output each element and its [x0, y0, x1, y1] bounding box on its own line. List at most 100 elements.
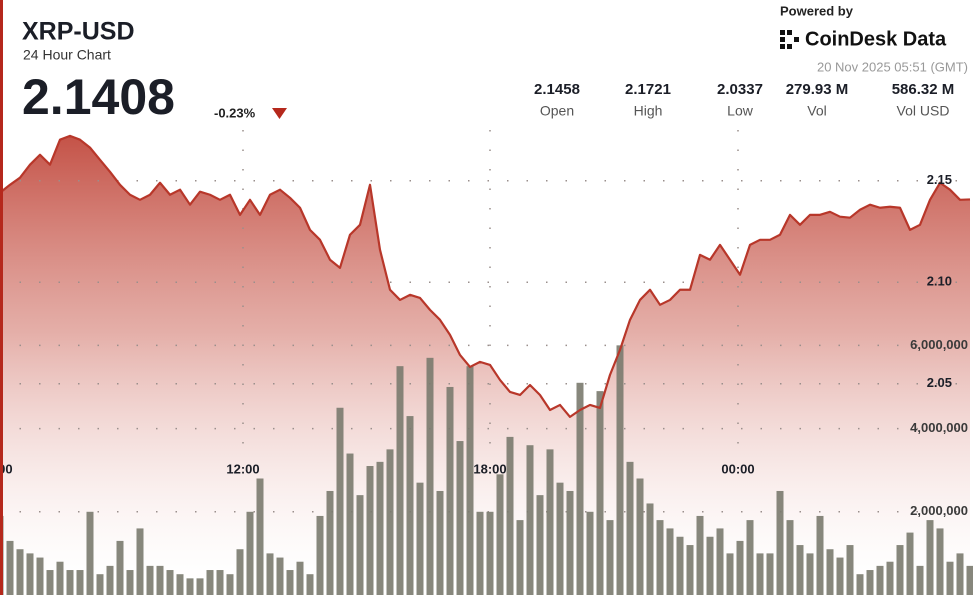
volume-bar [147, 566, 154, 595]
volume-bar [467, 366, 474, 595]
volume-bar [667, 528, 674, 595]
volume-bar [837, 558, 844, 595]
volume-bar [497, 474, 504, 595]
stat-label: Vol [807, 103, 826, 119]
volume-bar [687, 545, 694, 595]
volume-bar [547, 449, 554, 595]
volume-bar [707, 537, 714, 595]
volume-bar [617, 345, 624, 595]
volume-bar [117, 541, 124, 595]
volume-bar [737, 541, 744, 595]
chart-title: XRP-USD [22, 18, 135, 46]
volume-bar [757, 553, 764, 595]
volume-bar [257, 478, 264, 595]
volume-bar [297, 562, 304, 595]
volume-bar [677, 537, 684, 595]
volume-bar [97, 574, 104, 595]
volume-bar [37, 558, 44, 595]
volume-bar [27, 553, 34, 595]
brand-logo [780, 30, 799, 49]
price-change: -0.23% [214, 105, 256, 120]
volume-bar [17, 549, 24, 595]
volume-bar [487, 512, 494, 595]
stat-label: Open [540, 103, 574, 119]
volume-bar [77, 570, 84, 595]
volume-bar [167, 570, 174, 595]
volume-bar [647, 503, 654, 595]
volume-bar [597, 391, 604, 595]
volume-bar [887, 562, 894, 595]
volume-bar [637, 478, 644, 595]
volume-bar [347, 454, 354, 595]
stat-value: 2.1458 [534, 81, 580, 98]
volume-bar [517, 520, 524, 595]
volume-bar [967, 566, 973, 595]
volume-bar [227, 574, 234, 595]
volume-bar [247, 512, 254, 595]
powered-by: Powered by [780, 3, 854, 18]
x-tick-label: 18:00 [473, 461, 506, 476]
down-arrow [272, 108, 287, 119]
volume-bar [817, 516, 824, 595]
y2-tick-label: 2,000,000 [910, 503, 968, 518]
volume-bar [47, 570, 54, 595]
volume-bar [357, 495, 364, 595]
stat-value: 279.93 M [786, 81, 849, 98]
y-tick-label: 2.15 [927, 172, 952, 187]
stat-label: Low [727, 103, 754, 119]
volume-bar [857, 574, 864, 595]
volume-bar [87, 512, 94, 595]
volume-bar [557, 483, 564, 595]
volume-bar [537, 495, 544, 595]
volume-bar [237, 549, 244, 595]
volume-bar [627, 462, 634, 595]
stat-value: 2.1721 [625, 81, 671, 98]
volume-bar [577, 383, 584, 595]
volume-bar [897, 545, 904, 595]
volume-bar [427, 358, 434, 595]
volume-bar [877, 566, 884, 595]
volume-bar [477, 512, 484, 595]
volume-bar [657, 520, 664, 595]
volume-bar [177, 574, 184, 595]
x-tick-label: 12:00 [226, 461, 259, 476]
volume-bar [287, 570, 294, 595]
volume-bar [67, 570, 74, 595]
volume-bar [937, 528, 944, 595]
volume-bar [947, 562, 954, 595]
edge-stripe [0, 0, 3, 595]
volume-bar [327, 491, 334, 595]
volume-bar [907, 533, 914, 595]
y2-tick-label: 4,000,000 [910, 420, 968, 435]
volume-bar [847, 545, 854, 595]
volume-bar [157, 566, 164, 595]
volume-bar [927, 520, 934, 595]
volume-bar [387, 449, 394, 595]
volume-bar [187, 578, 194, 595]
volume-bar [417, 483, 424, 595]
volume-bar [587, 512, 594, 595]
price-area [0, 136, 970, 595]
volume-bar [7, 541, 14, 595]
volume-bar [407, 416, 414, 595]
volume-bar [267, 553, 274, 595]
volume-bar [567, 491, 574, 595]
timestamp: 20 Nov 2025 05:51 (GMT) [817, 59, 968, 74]
stat-value: 2.0337 [717, 81, 763, 98]
volume-bar [717, 528, 724, 595]
volume-bar [307, 574, 314, 595]
current-price: 2.1408 [22, 69, 175, 125]
volume-bar [867, 570, 874, 595]
chart-subtitle: 24 Hour Chart [23, 47, 111, 63]
volume-bar [507, 437, 514, 595]
volume-bar [457, 441, 464, 595]
volume-bar [777, 491, 784, 595]
volume-bar [207, 570, 214, 595]
volume-bar [607, 520, 614, 595]
volume-bar [917, 566, 924, 595]
volume-bar [797, 545, 804, 595]
volume-bar [827, 549, 834, 595]
volume-bar [957, 553, 964, 595]
